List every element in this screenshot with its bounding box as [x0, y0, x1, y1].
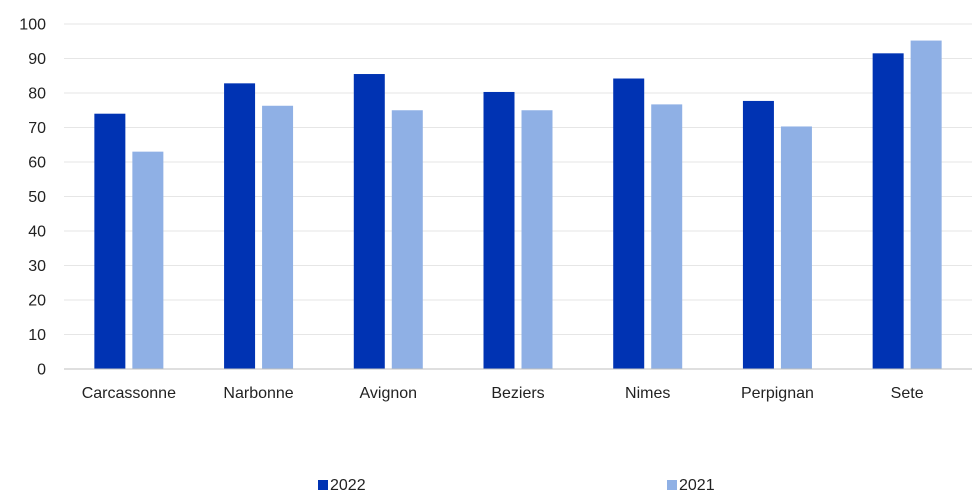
bar-2022-carcassonne	[94, 113, 126, 369]
x-tick-label-sete: Sete	[891, 385, 924, 402]
bar-2021-nimes	[651, 104, 683, 369]
y-tick-label-50: 50	[28, 189, 46, 206]
y-tick-label-70: 70	[28, 120, 46, 137]
bars	[94, 40, 942, 370]
y-tick-label-60: 60	[28, 155, 46, 172]
bar-2021-narbonne	[262, 105, 294, 369]
x-tick-label-carcassonne: Carcassonne	[82, 385, 176, 402]
y-axis-tick-labels: 0 10 20 30 40 50 60 70 80 90 100	[19, 17, 46, 379]
bar-2022-beziers	[483, 91, 515, 369]
y-tick-label-10: 10	[28, 327, 46, 344]
x-tick-label-avignon: Avignon	[360, 385, 418, 402]
y-tick-label-20: 20	[28, 293, 46, 310]
bar-2022-nimes	[613, 78, 645, 369]
bar-2022-avignon	[353, 74, 385, 370]
y-tick-label-0: 0	[37, 362, 46, 379]
legend-label-2022: 2022	[330, 477, 366, 493]
legend-swatch-2021	[667, 480, 677, 490]
gridlines	[64, 23, 972, 335]
legend: 2022 2021	[318, 477, 715, 493]
bar-2021-perpignan	[780, 126, 812, 369]
bar-2022-sete	[872, 53, 904, 369]
bar-2021-carcassonne	[132, 151, 164, 369]
bar-2022-narbonne	[224, 83, 256, 369]
y-tick-label-80: 80	[28, 86, 46, 103]
y-tick-label-90: 90	[28, 51, 46, 68]
y-tick-label-40: 40	[28, 224, 46, 241]
legend-swatch-2022	[318, 480, 328, 490]
x-axis-tick-labels: Carcassonne Narbonne Avignon Beziers Nimes Pe…	[82, 385, 924, 402]
bar-2021-avignon	[391, 110, 423, 369]
y-tick-label-30: 30	[28, 258, 46, 275]
x-tick-label-perpignan: Perpignan	[741, 385, 814, 402]
y-tick-label-100: 100	[19, 17, 46, 34]
legend-label-2021: 2021	[679, 477, 715, 493]
bar-2021-sete	[910, 40, 942, 370]
bar-2021-beziers	[521, 110, 553, 369]
bar-2022-perpignan	[742, 100, 774, 369]
x-tick-label-narbonne: Narbonne	[223, 385, 293, 402]
x-tick-label-nimes: Nimes	[625, 385, 670, 402]
x-tick-label-beziers: Beziers	[491, 385, 544, 402]
